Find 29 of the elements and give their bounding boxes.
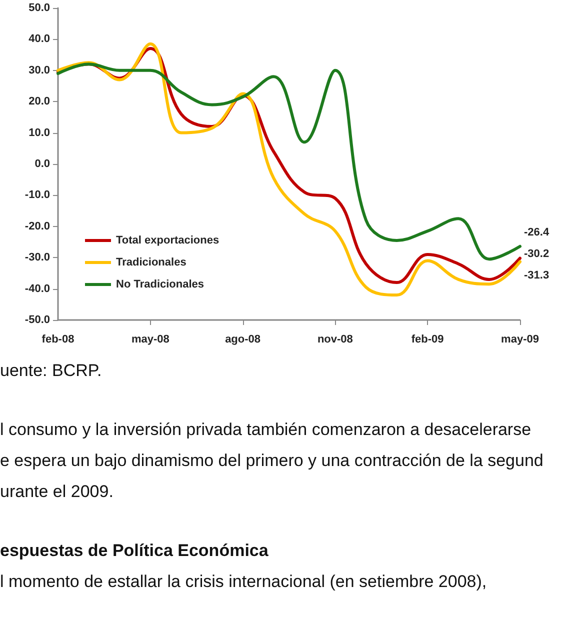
- text: uente: BCRP.: [0, 360, 103, 382]
- x-tick-label: may-08: [131, 334, 170, 346]
- legend-label: Total exportaciones: [116, 234, 220, 246]
- x-tick-label: nov-08: [317, 334, 353, 346]
- data-label: -30.2: [524, 248, 550, 260]
- data-label: -26.4: [524, 226, 550, 238]
- x-tick-label: may-09: [501, 334, 539, 346]
- y-tick-label: -10.0: [24, 189, 50, 202]
- y-tick-label: -20.0: [24, 220, 50, 232]
- y-tick-label: 50.0: [28, 2, 50, 14]
- text: urante el 2009.: [0, 481, 114, 503]
- legend-label: Tradicionales: [116, 256, 186, 268]
- text: e espera un bajo dinamismo del primero y una contracción de la segund: [0, 450, 544, 472]
- y-tick-label: -50.0: [24, 314, 50, 326]
- x-tick-label: feb-09: [411, 334, 444, 346]
- text: espuestas de Política Económica: [0, 540, 270, 562]
- data-label: -31.3: [524, 270, 550, 282]
- y-tick-label: 20.0: [28, 96, 50, 108]
- text: l consumo y la inversión privada también comenzaron a desacelerarse: [0, 419, 532, 441]
- y-tick-label: -40.0: [24, 282, 50, 295]
- y-tick-label: 30.0: [28, 64, 50, 76]
- y-tick-label: 40.0: [28, 33, 50, 46]
- y-tick-label: 10.0: [28, 126, 50, 139]
- x-tick-label: feb-08: [42, 334, 74, 346]
- legend-label: No Tradicionales: [116, 278, 204, 290]
- text: l momento de estallar la crisis internacional (en setiembre 2008),: [0, 571, 488, 593]
- x-tick-label: ago-08: [225, 334, 261, 346]
- y-tick-label: -30.0: [24, 252, 50, 264]
- y-tick-label: 0.0: [34, 158, 50, 170]
